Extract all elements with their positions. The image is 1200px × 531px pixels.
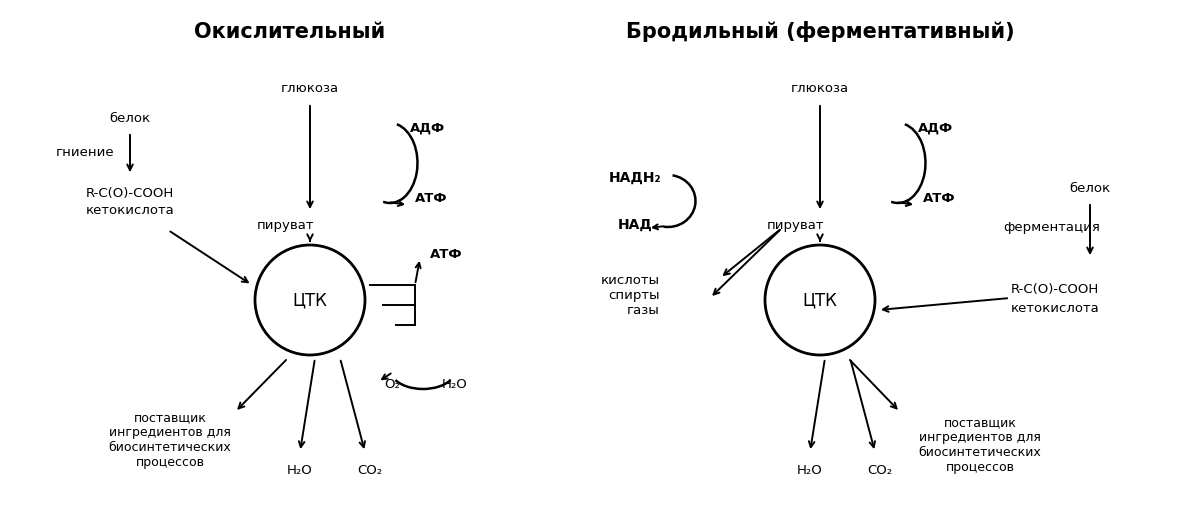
Circle shape (766, 245, 875, 355)
Text: ферментация: ферментация (1003, 221, 1100, 235)
Text: АТФ: АТФ (430, 249, 462, 261)
Text: CO₂: CO₂ (358, 464, 383, 476)
Text: H₂O: H₂O (797, 464, 823, 476)
Circle shape (256, 245, 365, 355)
Text: гниение: гниение (55, 147, 114, 159)
Text: АДФ: АДФ (410, 122, 445, 134)
Text: H₂O: H₂O (442, 379, 468, 391)
Text: белок: белок (109, 112, 150, 124)
Text: АТФ: АТФ (923, 192, 955, 204)
Text: пируват: пируват (767, 218, 823, 232)
Text: НАДН₂: НАДН₂ (608, 171, 661, 185)
Text: ЦТК: ЦТК (803, 291, 838, 309)
Text: Бродильный (ферментативный): Бродильный (ферментативный) (625, 21, 1014, 42)
Text: R-C(O)-COOH: R-C(O)-COOH (1010, 284, 1099, 296)
Text: АТФ: АТФ (415, 192, 448, 204)
Text: НАД: НАД (618, 218, 653, 232)
Text: поставщик
ингредиентов для
биосинтетических
процессов: поставщик ингредиентов для биосинтетичес… (919, 416, 1042, 474)
Text: кетокислота: кетокислота (1010, 302, 1099, 314)
Text: белок: белок (1069, 182, 1110, 194)
Text: H₂O: H₂O (287, 464, 313, 476)
Text: O₂: O₂ (384, 379, 400, 391)
Text: Окислительный: Окислительный (194, 22, 385, 42)
Text: глюкоза: глюкоза (791, 81, 850, 95)
Text: глюкоза: глюкоза (281, 81, 340, 95)
Text: CO₂: CO₂ (868, 464, 893, 476)
Text: поставщик
ингредиентов для
биосинтетических
процессов: поставщик ингредиентов для биосинтетичес… (109, 411, 232, 469)
Text: кетокислота: кетокислота (85, 203, 174, 217)
Text: R-C(O)-COOH: R-C(O)-COOH (86, 186, 174, 200)
Text: пируват: пируват (257, 218, 313, 232)
Text: ЦТК: ЦТК (293, 291, 328, 309)
Text: АДФ: АДФ (918, 122, 953, 134)
Text: кислоты
спирты
газы: кислоты спирты газы (601, 273, 660, 316)
